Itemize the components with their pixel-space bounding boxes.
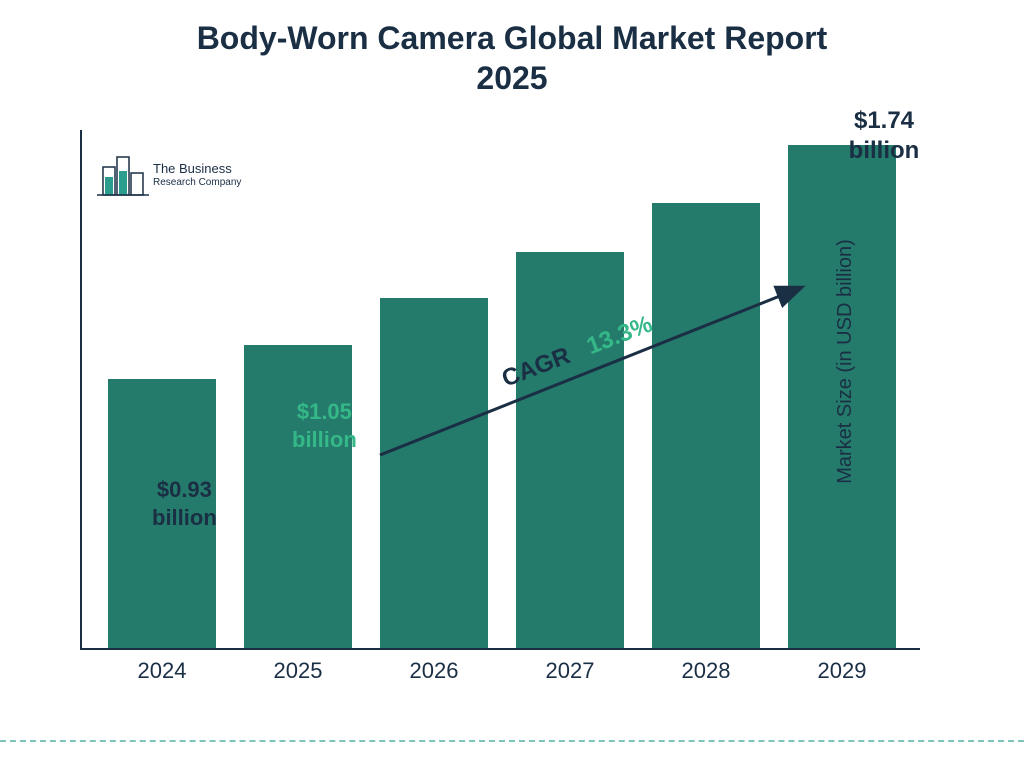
chart-title: Body-Worn Camera Global Market Report 20… xyxy=(0,0,1024,98)
chart-area: 202420252026202720282029 $0.93billion$1.… xyxy=(80,130,920,690)
bar xyxy=(244,345,352,648)
bar xyxy=(380,298,488,648)
bar xyxy=(652,203,760,648)
x-tick-label: 2026 xyxy=(410,658,459,684)
bottom-dashed-rule xyxy=(0,740,1024,742)
bar-wrap: 2027 xyxy=(510,252,630,648)
bar-wrap: 2028 xyxy=(646,203,766,648)
bar xyxy=(516,252,624,648)
x-tick-label: 2028 xyxy=(682,658,731,684)
bars-container: 202420252026202720282029 xyxy=(82,128,922,648)
title-line2: 2025 xyxy=(0,58,1024,98)
x-tick-label: 2029 xyxy=(818,658,867,684)
x-tick-label: 2025 xyxy=(274,658,323,684)
x-tick-label: 2024 xyxy=(138,658,187,684)
value-label: $0.93billion xyxy=(152,476,217,531)
bar-wrap: 2025 xyxy=(238,345,358,648)
value-label: $1.74 billion xyxy=(848,106,920,166)
value-label: $1.05billion xyxy=(292,398,357,453)
title-line1: Body-Worn Camera Global Market Report xyxy=(0,18,1024,58)
plot-frame: 202420252026202720282029 xyxy=(80,130,920,650)
y-axis-label: Market Size (in USD billion) xyxy=(834,239,857,484)
x-tick-label: 2027 xyxy=(546,658,595,684)
bar-wrap: 2026 xyxy=(374,298,494,648)
